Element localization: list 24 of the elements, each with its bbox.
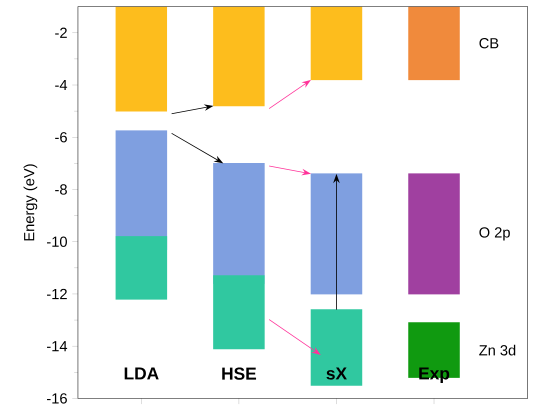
y-axis-title: Energy (eV): [24, 164, 38, 240]
y-tick-label: -4: [55, 80, 68, 90]
y-tick-label: -12: [47, 288, 67, 299]
series-label: Zn 3d: [479, 344, 516, 356]
bar: [213, 6, 265, 106]
series-label: CB: [479, 38, 498, 48]
y-tick-label: -6: [55, 132, 67, 142]
bar: [116, 6, 168, 112]
y-tick-label: -14: [47, 340, 68, 352]
y-tick-label: -10: [47, 236, 67, 247]
x-tick-label: LDA: [124, 367, 159, 380]
y-tick-label: -8: [55, 184, 67, 194]
x-tick-label: sX: [326, 367, 347, 380]
bar: [310, 173, 362, 294]
x-tick-label: HSE: [222, 367, 256, 380]
bar: [310, 6, 362, 80]
bar: [310, 309, 362, 386]
bar: [213, 275, 265, 349]
bar: [408, 173, 460, 294]
bar: [408, 6, 460, 80]
series-label: O 2p: [479, 227, 510, 240]
y-tick-label: -2: [55, 27, 67, 38]
bar: [116, 236, 168, 300]
y-tick-label: -16: [47, 393, 67, 404]
